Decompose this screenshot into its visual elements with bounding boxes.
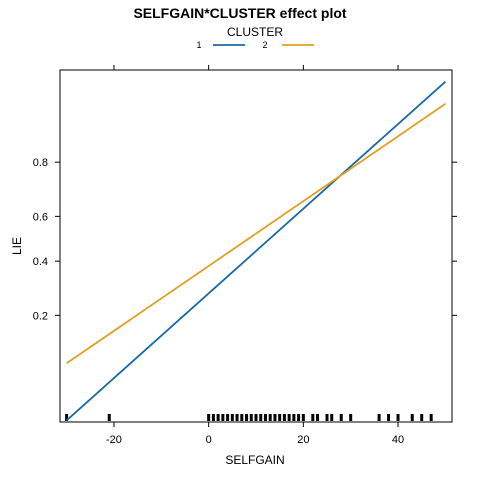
- x-axis-label: SELFGAIN: [225, 453, 284, 467]
- rug: [65, 414, 433, 421]
- y-tick-label: 0.4: [33, 256, 48, 268]
- series-lines: [66, 81, 446, 422]
- plot-panel: [59, 69, 453, 423]
- y-tick-label: 0.6: [33, 211, 48, 223]
- x-tick-label: 0: [206, 434, 212, 446]
- y-axis-label: LIE: [10, 237, 24, 255]
- chart-title: SELFGAIN*CLUSTER effect plot: [133, 5, 346, 21]
- y-tick-label: 0.2: [33, 310, 48, 322]
- series-line-cluster-1: [66, 81, 446, 422]
- legend-title: CLUSTER: [227, 25, 283, 39]
- x-tick-label: -20: [106, 434, 122, 446]
- legend-label: 1: [196, 40, 201, 50]
- x-tick-label: 40: [392, 434, 404, 446]
- legend-label: 2: [262, 40, 267, 50]
- axis-ticks: [55, 65, 457, 427]
- x-tick-label: 20: [297, 434, 309, 446]
- series-line-cluster-2: [66, 103, 446, 365]
- y-tick-label: 0.8: [33, 157, 48, 169]
- axis-tick-labels: -20 0 20 40 0.2 0.4 0.6 0.8: [33, 157, 404, 446]
